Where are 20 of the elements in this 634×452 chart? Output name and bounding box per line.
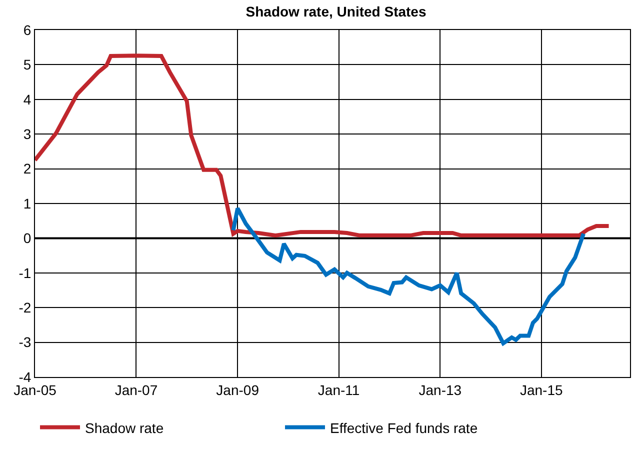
x-tick-label: Jan-15 (520, 382, 564, 398)
legend-label: Effective Fed funds rate (330, 420, 478, 436)
line-series (35, 54, 611, 238)
y-tick-label: 0 (23, 230, 32, 246)
y-tick-label: 2 (23, 160, 32, 177)
y-tick-label: 1 (23, 195, 32, 212)
y-tick-label: 6 (23, 22, 32, 38)
x-tick-label: Jan-13 (418, 382, 462, 398)
y-tick-label: -2 (18, 300, 32, 316)
y-tick-label: 4 (23, 91, 32, 108)
x-tick-label: Jan-07 (114, 382, 158, 398)
legend-label: Shadow rate (85, 420, 164, 436)
y-tick-label: 3 (23, 126, 32, 142)
y-tick-label: 5 (23, 56, 32, 73)
chart-title: Shadow rate, United States (246, 4, 426, 20)
y-tick-label: -1 (18, 264, 32, 281)
x-tick-label: Jan-11 (318, 382, 360, 398)
y-tick-label: -3 (18, 334, 32, 350)
x-tick-label: Jan-09 (216, 382, 260, 398)
line-series (231, 206, 586, 346)
